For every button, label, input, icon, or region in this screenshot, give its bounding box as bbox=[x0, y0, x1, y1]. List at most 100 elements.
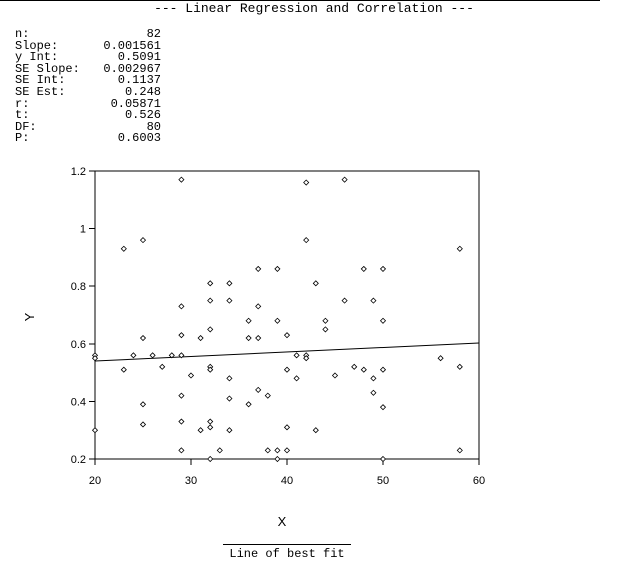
data-point bbox=[456, 447, 463, 454]
data-point bbox=[226, 297, 233, 304]
data-point bbox=[149, 352, 156, 359]
data-point bbox=[351, 363, 358, 370]
data-point bbox=[255, 334, 262, 342]
data-point bbox=[120, 245, 127, 252]
data-point bbox=[255, 265, 262, 272]
stat-label: SE Int: bbox=[15, 73, 66, 88]
stat-row: SE Int: 0.1137 bbox=[15, 75, 161, 87]
data-point bbox=[255, 386, 262, 393]
caption-rule bbox=[223, 544, 351, 545]
data-point bbox=[139, 401, 147, 408]
stat-row: DF: 80 bbox=[15, 119, 161, 134]
data-point bbox=[91, 355, 99, 362]
stat-label: SE Slope: bbox=[15, 61, 80, 76]
data-point bbox=[207, 297, 214, 304]
stat-label: t: bbox=[15, 108, 30, 123]
data-point bbox=[226, 375, 233, 382]
data-point bbox=[293, 375, 300, 382]
stat-row: t: 0.526 bbox=[15, 108, 161, 123]
y-axis-label: Y bbox=[22, 312, 37, 321]
y-tick-label: 0.4 bbox=[71, 396, 86, 408]
data-point bbox=[207, 280, 214, 287]
stat-label: DF: bbox=[15, 119, 37, 134]
data-point bbox=[370, 389, 377, 396]
x-tick-label: 50 bbox=[377, 475, 389, 487]
y-tick-label: 0.2 bbox=[71, 454, 86, 466]
stat-value: 0.526 bbox=[124, 108, 161, 123]
data-point bbox=[168, 352, 175, 359]
x-tick-label: 60 bbox=[473, 475, 485, 487]
data-point bbox=[264, 447, 271, 454]
data-point bbox=[207, 418, 214, 425]
data-point bbox=[264, 392, 271, 399]
stat-row: n: 82 bbox=[15, 27, 161, 41]
data-point bbox=[456, 245, 463, 252]
stat-value: 0.5091 bbox=[117, 50, 161, 65]
data-point bbox=[274, 265, 281, 272]
data-point bbox=[139, 421, 147, 428]
data-point bbox=[245, 334, 252, 342]
stat-label: y Int: bbox=[15, 50, 59, 65]
stat-label: Slope: bbox=[15, 38, 59, 53]
y-tick-label: 1.2 bbox=[71, 166, 86, 178]
data-point bbox=[274, 447, 281, 454]
data-point bbox=[255, 303, 262, 310]
y-tick-label: 0.8 bbox=[71, 281, 86, 293]
data-point bbox=[178, 418, 185, 425]
data-point bbox=[207, 326, 214, 333]
stat-value: 0.002967 bbox=[103, 61, 161, 76]
stat-value: 80 bbox=[146, 119, 161, 134]
data-point bbox=[341, 297, 348, 304]
data-point bbox=[178, 352, 185, 359]
data-point bbox=[370, 297, 377, 304]
data-point bbox=[331, 372, 339, 379]
data-point bbox=[178, 332, 185, 339]
regression-line bbox=[94, 342, 480, 362]
data-point bbox=[322, 317, 329, 324]
data-point bbox=[341, 176, 348, 183]
data-point bbox=[197, 427, 204, 434]
stat-value: 0.05871 bbox=[110, 96, 161, 111]
data-point bbox=[312, 280, 319, 287]
stat-label: SE Est: bbox=[15, 84, 66, 99]
data-point bbox=[274, 455, 281, 463]
stat-value: 0.1137 bbox=[117, 73, 161, 88]
stat-value: 0.6003 bbox=[117, 131, 161, 146]
stat-value: 0.248 bbox=[124, 84, 161, 99]
data-point bbox=[283, 332, 291, 339]
data-point bbox=[379, 366, 387, 373]
statistics-panel: n: 82 Slope: 0.001561 y Int: 0.5091 SE Slope: 0… bbox=[15, 27, 161, 145]
stat-row: SE Est: 0.248 bbox=[15, 84, 161, 99]
data-point bbox=[207, 455, 214, 463]
data-point bbox=[303, 179, 310, 186]
data-point bbox=[312, 427, 319, 434]
stat-value: 82 bbox=[146, 27, 161, 41]
data-point bbox=[283, 366, 291, 373]
data-point bbox=[178, 392, 185, 399]
data-point bbox=[120, 366, 127, 373]
stat-label: r: bbox=[15, 96, 30, 111]
stat-row: P: 0.6003 bbox=[15, 133, 161, 145]
stat-row: r: 0.05871 bbox=[15, 96, 161, 111]
top-rule bbox=[0, 0, 600, 1]
data-point bbox=[91, 427, 99, 434]
data-point bbox=[293, 352, 300, 359]
data-point bbox=[207, 366, 214, 373]
data-point bbox=[379, 404, 387, 411]
data-point bbox=[283, 447, 291, 454]
data-point bbox=[437, 355, 444, 362]
stat-row: y Int: 0.5091 bbox=[15, 50, 161, 65]
data-point bbox=[226, 395, 233, 402]
data-point bbox=[178, 176, 185, 183]
data-point bbox=[283, 424, 291, 431]
stat-value: 0.001561 bbox=[103, 38, 161, 53]
data-point bbox=[178, 447, 185, 454]
data-point bbox=[379, 265, 387, 272]
data-point bbox=[226, 280, 233, 287]
page-title: --- Linear Regression and Correlation --… bbox=[154, 1, 474, 16]
data-point bbox=[245, 401, 252, 408]
data-point bbox=[379, 317, 387, 324]
data-point bbox=[370, 375, 377, 382]
data-point bbox=[130, 352, 137, 359]
